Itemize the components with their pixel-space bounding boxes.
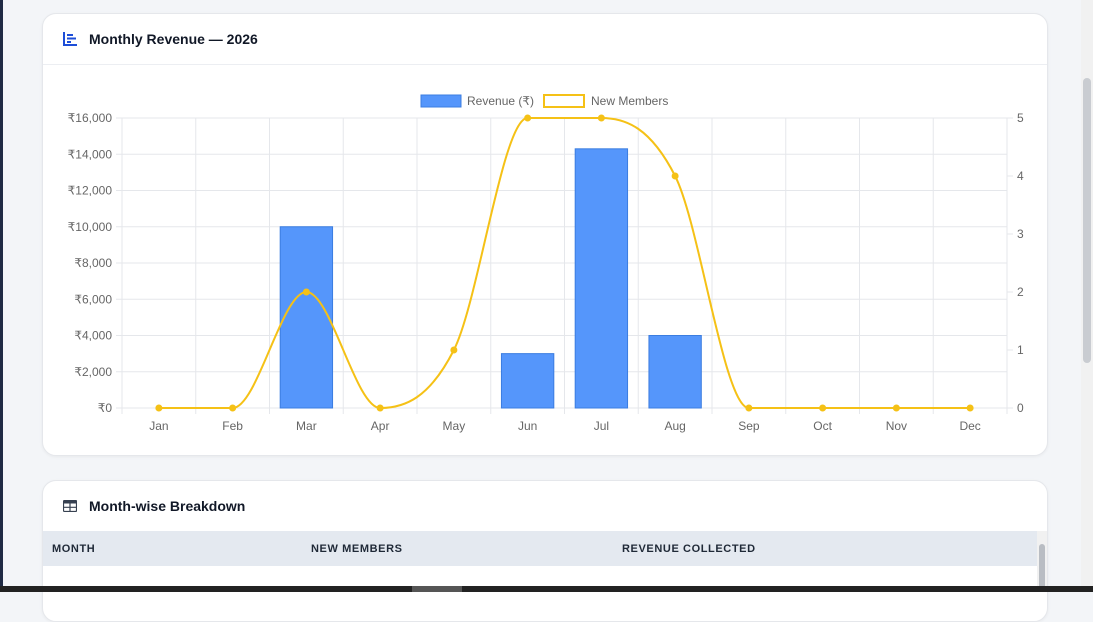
new-members-point [229,404,237,412]
new-members-point [302,288,310,296]
new-members-point [966,404,974,412]
table-card-header: Month-wise Breakdown [43,481,1047,532]
bar-chart-icon [63,31,79,47]
x-tick-label: Nov [886,419,907,433]
new-members-point [819,404,827,412]
revenue-chart: ₹0 ₹2,000 ₹4,000 ₹6,000 ₹8,000 ₹10,000 ₹12,000… [43,66,1047,454]
new-members-point [155,404,163,412]
x-tick-label: Dec [959,419,980,433]
y-right-tick-label: 3 [1017,227,1024,241]
taskbar [0,586,1093,592]
table-icon [63,498,79,514]
legend-label-revenue: Revenue (₹) [467,94,534,108]
legend-swatch-new-members [543,94,585,108]
revenue-bar [574,148,629,409]
y-left-tick-label: ₹2,000 [74,365,112,379]
y-left-tick-label: ₹8,000 [74,256,112,270]
column-header-new-members[interactable]: NEW MEMBERS [311,542,403,555]
x-tick-label: Jun [518,419,537,433]
revenue-bar [279,226,334,409]
new-members-point [745,404,753,412]
legend-swatch-revenue [420,94,462,108]
x-tick-label: Aug [664,419,685,433]
x-tick-label: Oct [813,419,832,433]
x-tick-label: Jul [594,419,609,433]
month-wise-breakdown-card: Month-wise Breakdown MONTH NEW MEMBERS R… [42,480,1048,622]
x-tick-label: Sep [738,419,760,433]
table-scrollbar-thumb[interactable] [1039,544,1045,589]
y-left-tick-label: ₹16,000 [68,111,113,125]
y-right-tick-label: 4 [1017,169,1024,183]
new-members-point [671,172,679,180]
x-tick-label: Apr [371,419,390,433]
y-left-tick-label: ₹4,000 [74,329,112,343]
table-header-row: MONTH NEW MEMBERS REVENUE COLLECTED [43,531,1037,566]
x-tick-label: May [443,419,466,433]
x-tick-label: Jan [149,419,168,433]
y-left-tick-label: ₹6,000 [74,292,112,306]
taskbar-item[interactable] [412,586,462,592]
y-left-tick-label: ₹10,000 [68,220,113,234]
x-tick-label: Feb [222,419,243,433]
y-left-tick-label: ₹14,000 [68,147,113,161]
y-right-tick-label: 2 [1017,285,1024,299]
x-tick-label: Mar [296,419,317,433]
new-members-point [597,114,605,122]
legend-label-new-members: New Members [591,94,668,108]
window-edge [0,0,3,592]
chart-svg: ₹0 ₹2,000 ₹4,000 ₹6,000 ₹8,000 ₹10,000 ₹12,000… [68,94,1024,433]
new-members-point [892,404,900,412]
y-right-tick-label: 0 [1017,401,1024,415]
revenue-bar [500,353,555,409]
y-left-tick-label: ₹0 [98,401,113,415]
revenue-bar [648,335,702,409]
y-right-tick-label: 1 [1017,343,1024,357]
column-header-revenue-collected[interactable]: REVENUE COLLECTED [622,542,756,555]
table-card-title: Month-wise Breakdown [89,498,246,514]
chart-card-header: Monthly Revenue — 2026 [43,14,1047,65]
page-scrollbar-thumb[interactable] [1083,78,1091,363]
new-members-point [524,114,532,122]
y-left-tick-label: ₹12,000 [68,184,113,198]
monthly-revenue-card: Monthly Revenue — 2026 ₹0 ₹2,000 ₹4,000 ₹6,… [42,13,1048,456]
new-members-point [450,346,458,354]
chart-card-title: Monthly Revenue — 2026 [89,31,258,47]
column-header-month[interactable]: MONTH [52,542,96,555]
new-members-point [376,404,384,412]
y-right-tick-label: 5 [1017,111,1024,125]
